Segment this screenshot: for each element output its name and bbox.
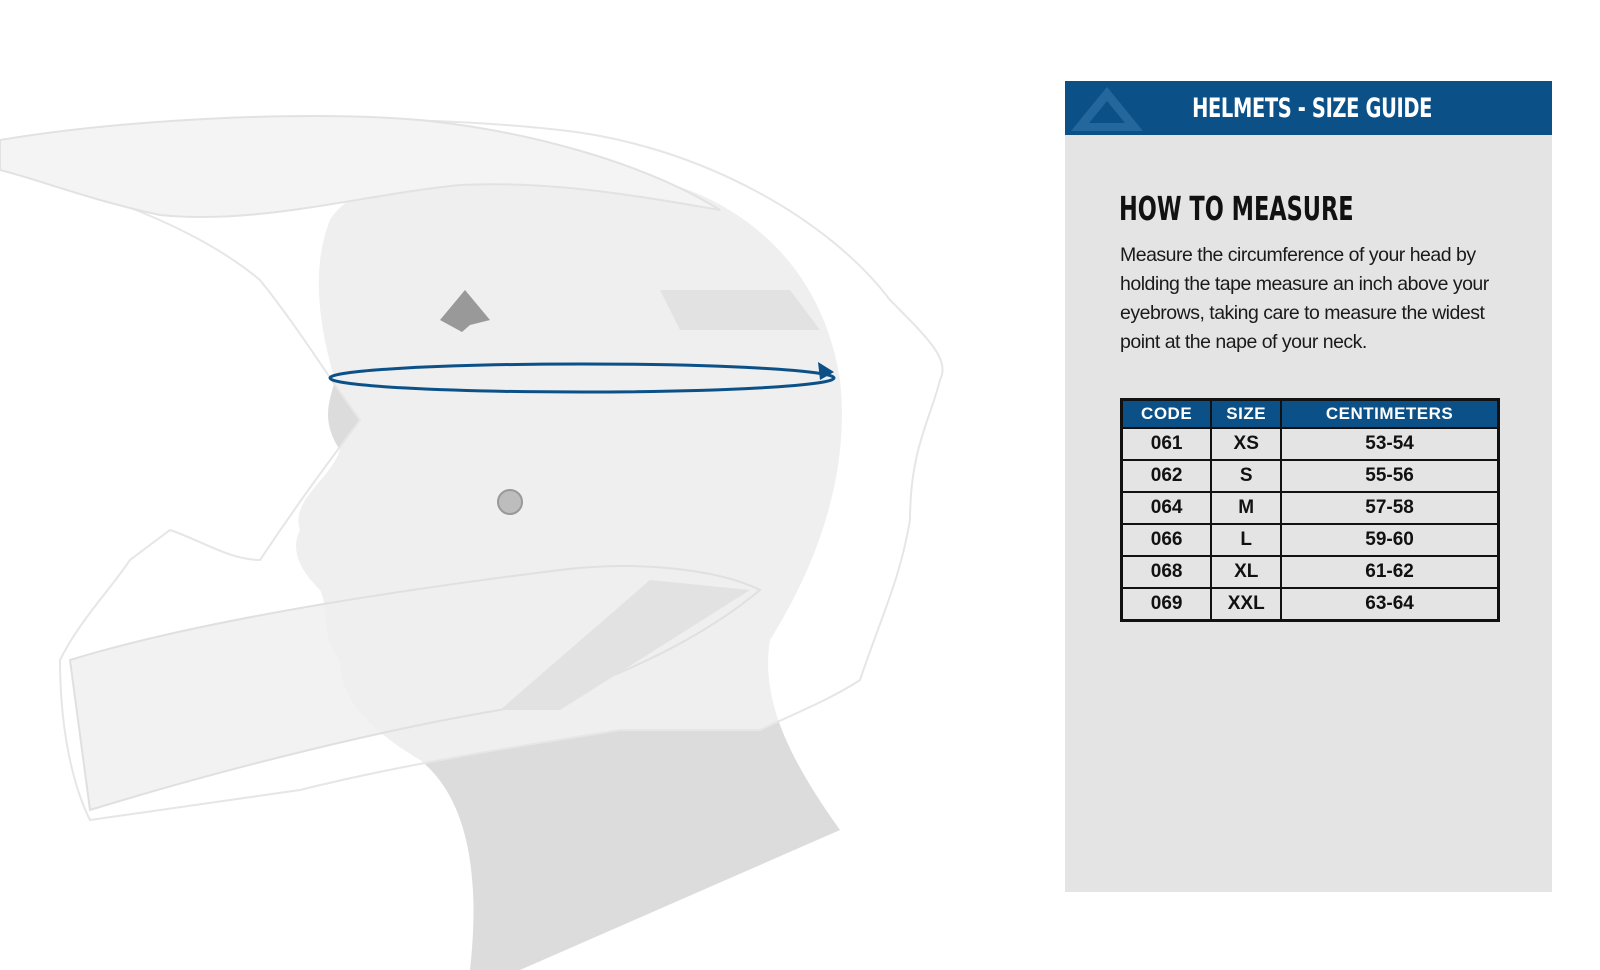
cell-code: 062 bbox=[1120, 459, 1213, 493]
cell-code: 061 bbox=[1120, 427, 1213, 461]
size-table: CODE SIZE CENTIMETERS 061 XS 53-54 062 S 55-… bbox=[1120, 398, 1500, 622]
table-row: 064 M 57-58 bbox=[1120, 491, 1500, 525]
helmet-visor bbox=[0, 115, 721, 218]
brand-logo-icon bbox=[1071, 87, 1143, 131]
panel-title: HELMETS - SIZE GUIDE bbox=[1192, 93, 1433, 124]
cell-size: S bbox=[1210, 459, 1283, 493]
table-row: 061 XS 53-54 bbox=[1120, 427, 1500, 461]
how-to-measure-text: Measure the circumference of your head b… bbox=[1120, 244, 1489, 353]
cell-size: L bbox=[1210, 523, 1283, 557]
helmet-chin-guard bbox=[68, 565, 762, 812]
cell-cm: 63-64 bbox=[1280, 587, 1500, 622]
chin-vent bbox=[500, 580, 750, 710]
table-header-row: CODE SIZE CENTIMETERS bbox=[1121, 399, 1499, 428]
cell-cm: 55-56 bbox=[1280, 459, 1500, 493]
cell-size: M bbox=[1210, 491, 1283, 525]
header-size: SIZE bbox=[1210, 399, 1282, 428]
cell-cm: 57-58 bbox=[1280, 491, 1500, 525]
cell-size: XS bbox=[1210, 427, 1283, 461]
cell-cm: 53-54 bbox=[1280, 427, 1500, 461]
panel-header: HELMETS - SIZE GUIDE bbox=[1065, 81, 1552, 135]
cell-code: 068 bbox=[1120, 555, 1213, 589]
measuring-tape bbox=[328, 362, 836, 394]
table-row: 068 XL 61-62 bbox=[1120, 555, 1500, 589]
helmet-head-illustration bbox=[0, 115, 944, 970]
cell-code: 064 bbox=[1120, 491, 1213, 525]
size-guide-panel: HELMETS - SIZE GUIDE HOW TO MEASURE Meas… bbox=[1065, 81, 1552, 892]
cell-size: XL bbox=[1210, 555, 1283, 589]
tape-arrow-icon bbox=[818, 362, 834, 380]
top-vent bbox=[660, 290, 820, 330]
table-row: 066 L 59-60 bbox=[1120, 523, 1500, 557]
cell-size: XXL bbox=[1210, 587, 1283, 622]
header-code: CODE bbox=[1121, 399, 1212, 428]
visor-screw bbox=[440, 290, 490, 332]
table-row: 062 S 55-56 bbox=[1120, 459, 1500, 493]
table-row: 069 XXL 63-64 bbox=[1120, 587, 1500, 622]
cell-cm: 61-62 bbox=[1280, 555, 1500, 589]
side-screw bbox=[497, 489, 523, 515]
how-to-measure-title: HOW TO MEASURE bbox=[1119, 189, 1354, 228]
cell-cm: 59-60 bbox=[1280, 523, 1500, 557]
header-centimeters: CENTIMETERS bbox=[1280, 399, 1499, 428]
cell-code: 069 bbox=[1120, 587, 1213, 622]
cell-code: 066 bbox=[1120, 523, 1213, 557]
